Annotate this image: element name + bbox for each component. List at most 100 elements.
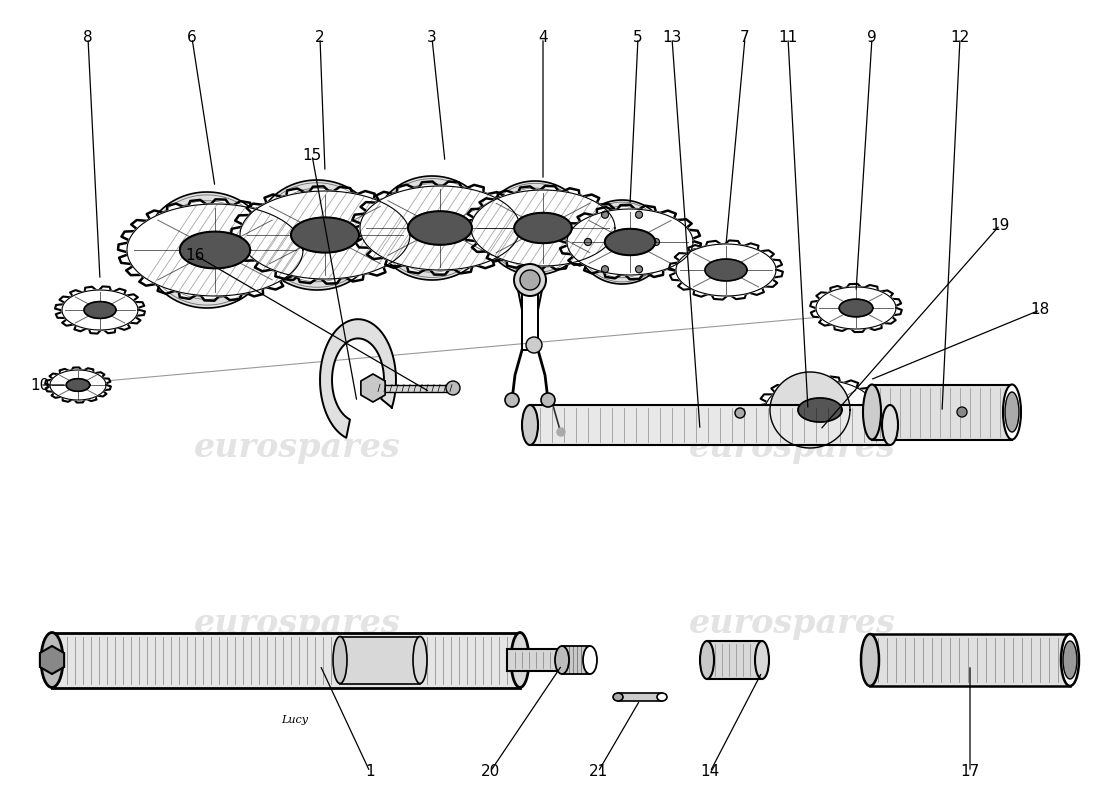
Circle shape	[514, 264, 546, 296]
Polygon shape	[55, 286, 145, 334]
Polygon shape	[84, 302, 116, 318]
Ellipse shape	[613, 693, 623, 701]
Polygon shape	[757, 376, 883, 444]
Text: 6: 6	[187, 30, 197, 46]
Text: 18: 18	[1031, 302, 1049, 318]
Polygon shape	[408, 211, 472, 245]
Circle shape	[557, 428, 565, 436]
Bar	[530, 405, 890, 445]
Text: 8: 8	[84, 30, 92, 46]
Text: 2: 2	[316, 30, 324, 46]
Polygon shape	[126, 204, 302, 296]
Polygon shape	[360, 186, 520, 270]
Polygon shape	[483, 181, 586, 275]
Bar	[562, 646, 590, 674]
Text: 16: 16	[185, 247, 205, 262]
Text: eurospares: eurospares	[194, 431, 400, 465]
Ellipse shape	[1063, 641, 1077, 679]
Text: 1: 1	[365, 765, 375, 779]
Text: 5: 5	[634, 30, 642, 46]
Circle shape	[520, 270, 540, 290]
Polygon shape	[839, 299, 872, 317]
Text: Lucy: Lucy	[282, 715, 308, 725]
Bar	[373, 385, 453, 391]
Text: 20: 20	[481, 765, 499, 779]
Polygon shape	[576, 200, 668, 284]
Circle shape	[541, 393, 556, 407]
Ellipse shape	[333, 637, 346, 683]
Ellipse shape	[864, 385, 881, 439]
Circle shape	[957, 407, 967, 417]
Ellipse shape	[1005, 392, 1019, 432]
Bar	[340, 637, 420, 683]
Bar	[52, 633, 520, 687]
Polygon shape	[463, 186, 623, 270]
Ellipse shape	[1003, 385, 1021, 439]
Polygon shape	[361, 374, 385, 402]
Text: 17: 17	[960, 765, 980, 779]
Polygon shape	[816, 287, 896, 329]
Polygon shape	[559, 205, 701, 279]
Polygon shape	[374, 176, 490, 280]
Text: 9: 9	[867, 30, 877, 46]
Polygon shape	[810, 284, 902, 332]
Text: 21: 21	[588, 765, 607, 779]
Ellipse shape	[446, 381, 460, 395]
Bar	[707, 641, 762, 679]
Circle shape	[505, 393, 519, 407]
Polygon shape	[45, 367, 111, 402]
Bar	[870, 634, 1070, 686]
Ellipse shape	[1062, 634, 1079, 686]
Ellipse shape	[882, 405, 898, 445]
Polygon shape	[292, 218, 359, 253]
Polygon shape	[62, 290, 138, 330]
Polygon shape	[669, 241, 783, 299]
Polygon shape	[676, 244, 776, 296]
Polygon shape	[770, 372, 850, 448]
Ellipse shape	[41, 633, 63, 687]
Polygon shape	[514, 213, 572, 243]
Circle shape	[602, 266, 608, 273]
Polygon shape	[50, 370, 106, 400]
Circle shape	[735, 408, 745, 418]
Bar	[872, 385, 1012, 439]
Circle shape	[584, 238, 592, 246]
Text: eurospares: eurospares	[689, 607, 895, 641]
Circle shape	[652, 238, 660, 246]
Bar	[618, 693, 662, 701]
Polygon shape	[764, 380, 875, 440]
Ellipse shape	[700, 641, 714, 679]
Text: 14: 14	[701, 765, 719, 779]
Polygon shape	[231, 186, 419, 284]
Ellipse shape	[522, 405, 538, 445]
Text: eurospares: eurospares	[194, 607, 400, 641]
Text: 19: 19	[990, 218, 1010, 233]
Polygon shape	[179, 232, 250, 268]
Ellipse shape	[861, 634, 879, 686]
Ellipse shape	[755, 641, 769, 679]
Polygon shape	[144, 192, 271, 308]
Circle shape	[636, 266, 642, 273]
Text: 3: 3	[427, 30, 437, 46]
Polygon shape	[351, 182, 529, 274]
Circle shape	[602, 211, 608, 218]
Polygon shape	[705, 259, 747, 281]
Polygon shape	[518, 285, 542, 350]
Text: 7: 7	[740, 30, 750, 46]
Circle shape	[526, 337, 542, 353]
Polygon shape	[605, 229, 656, 255]
Text: 12: 12	[950, 30, 969, 46]
Text: 13: 13	[662, 30, 682, 46]
Text: 10: 10	[31, 378, 50, 393]
Polygon shape	[256, 180, 378, 290]
Bar	[507, 649, 562, 671]
Polygon shape	[320, 319, 396, 438]
Polygon shape	[471, 190, 615, 266]
Polygon shape	[566, 209, 693, 275]
Polygon shape	[240, 191, 410, 279]
Text: 11: 11	[779, 30, 798, 46]
Text: 15: 15	[302, 147, 321, 162]
Polygon shape	[118, 199, 312, 301]
Text: 4: 4	[538, 30, 548, 46]
Circle shape	[636, 211, 642, 218]
